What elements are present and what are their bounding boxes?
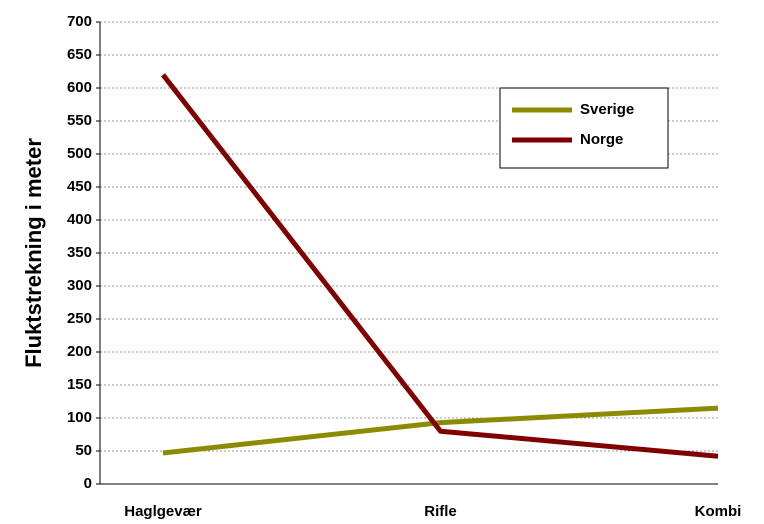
x-tick-label: Haglgevær [124, 503, 202, 520]
y-tick-label: 200 [67, 343, 92, 360]
legend-label: Norge [580, 131, 623, 148]
y-tick-label: 250 [67, 310, 92, 327]
x-tick-label: Kombi [695, 503, 742, 520]
legend-label: Sverige [580, 101, 634, 118]
y-tick-label: 600 [67, 79, 92, 96]
y-tick-label: 0 [84, 475, 92, 492]
y-tick-label: 50 [75, 442, 92, 459]
y-tick-label: 500 [67, 145, 92, 162]
series-line [162, 405, 719, 456]
y-axis-label: Fluktstrekning i meter [21, 138, 46, 368]
y-tick-label: 650 [67, 46, 92, 63]
x-tick-label: Rifle [424, 503, 457, 520]
y-tick-label: 400 [67, 211, 92, 228]
y-tick-label: 550 [67, 112, 92, 129]
y-tick-label: 300 [67, 277, 92, 294]
y-tick-label: 450 [67, 178, 92, 195]
y-tick-label: 100 [67, 409, 92, 426]
series-line [161, 73, 719, 459]
y-tick-label: 700 [67, 13, 92, 30]
y-tick-label: 350 [67, 244, 92, 261]
y-tick-label: 150 [67, 376, 92, 393]
legend-box [499, 87, 669, 169]
